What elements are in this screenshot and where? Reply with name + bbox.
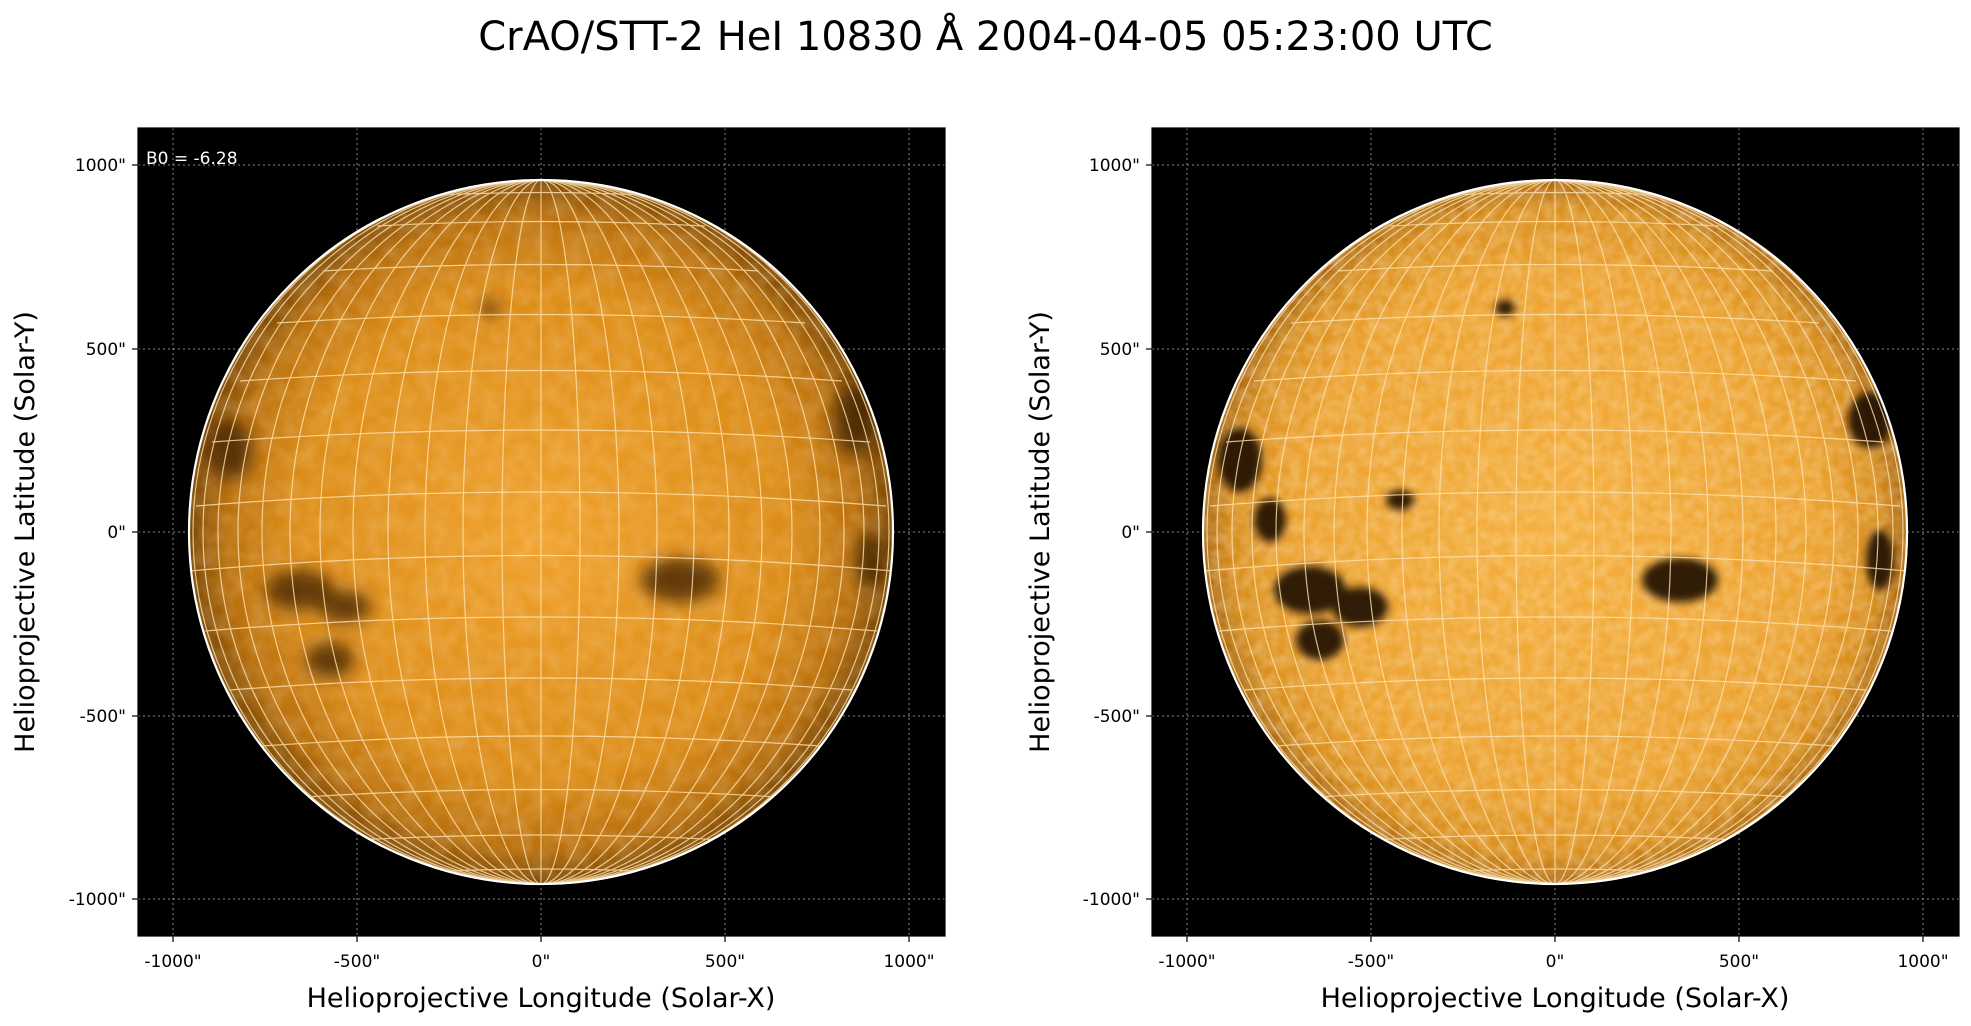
- right-panel: -1000" -500" 0" 500" 1000" 1000" 500" 0"…: [1025, 127, 1960, 1014]
- left-tick-marks: [132, 164, 910, 942]
- right-y-tick-label: 1000": [1089, 156, 1140, 176]
- left-y-tick-label: 1000": [75, 156, 126, 176]
- left-x-tick-label: 500": [705, 952, 745, 972]
- left-heliographic-grid: [189, 180, 893, 884]
- right-x-tick-label: -1000": [1158, 952, 1215, 972]
- left-x-axis-label: Helioprojective Longitude (Solar-X): [307, 983, 776, 1014]
- left-y-axis-label: Helioprojective Latitude (Solar-Y): [10, 311, 41, 753]
- right-x-tick-label: 0": [1546, 952, 1565, 972]
- right-y-tick-label: 0": [1121, 523, 1140, 543]
- right-y-tick-label: -1000": [1083, 890, 1140, 910]
- right-y-axis-label: Helioprojective Latitude (Solar-Y): [1025, 311, 1056, 753]
- right-x-tick-label: 500": [1719, 952, 1759, 972]
- right-tick-marks: [1146, 164, 1924, 942]
- right-limb-outline: [1201, 178, 1909, 886]
- left-x-tick-label: -500": [334, 952, 380, 972]
- right-x-tick-label: 1000": [1897, 952, 1948, 972]
- right-x-tick-label: -500": [1348, 952, 1394, 972]
- right-y-tick-label: 500": [1100, 340, 1140, 360]
- left-x-tick-label: 0": [532, 952, 551, 972]
- right-disk-features: [1203, 180, 1907, 884]
- left-y-tick-label: 500": [86, 340, 126, 360]
- left-limb-outline: [187, 178, 895, 886]
- figure-title: CrAO/STT-2 HeI 10830 Å 2004-04-05 05:23:…: [478, 14, 1493, 60]
- right-heliographic-grid: [1203, 180, 1907, 884]
- right-y-tick-label: -500": [1094, 707, 1140, 727]
- left-y-tick-label: 0": [107, 523, 126, 543]
- right-x-axis-label: Helioprojective Longitude (Solar-X): [1321, 983, 1790, 1014]
- left-y-tick-label: -1000": [69, 890, 126, 910]
- left-panel: B0 = -6.28 -1000" -500" 0" 500" 1000" 10…: [10, 127, 946, 1014]
- left-y-tick-label: -500": [80, 707, 126, 727]
- left-disk-features: [189, 180, 893, 884]
- left-b0-annotation: B0 = -6.28: [146, 149, 238, 169]
- left-x-tick-label: 1000": [883, 952, 934, 972]
- left-x-tick-label: -1000": [144, 952, 201, 972]
